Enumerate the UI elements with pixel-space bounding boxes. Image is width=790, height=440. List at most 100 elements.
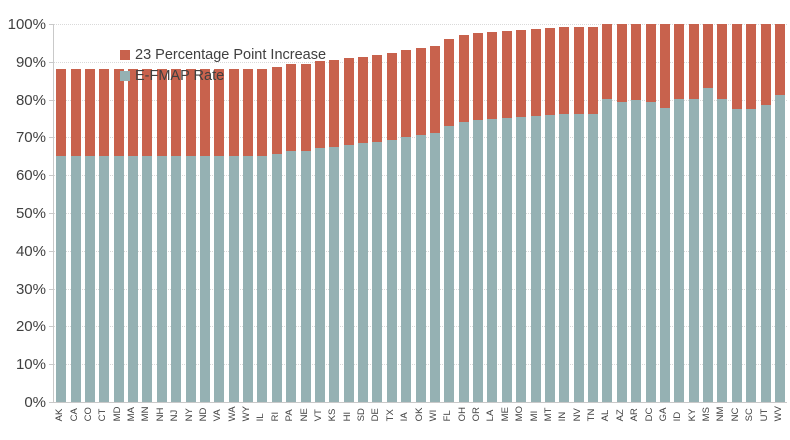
- x-axis-label: MT: [542, 407, 554, 422]
- bar-MO: [514, 24, 528, 402]
- bar-series: [54, 24, 787, 402]
- bar-segment-efmap: [501, 117, 512, 402]
- y-axis-tick: [49, 288, 54, 290]
- x-axis-label: ME: [499, 407, 511, 422]
- bar-segment-increase: [185, 69, 196, 157]
- x-axis-label: GA: [657, 407, 669, 422]
- bar-segment-increase: [113, 69, 124, 157]
- bar-MD: [112, 24, 126, 402]
- x-axis-label-cell: LA: [484, 406, 498, 422]
- bar-NH: [155, 24, 169, 402]
- x-axis-label: NE: [298, 408, 310, 422]
- x-axis-label-cell: TX: [384, 406, 398, 421]
- bar-CT: [97, 24, 111, 402]
- x-axis-label-cell: ID: [671, 406, 685, 422]
- bar-segment-efmap: [113, 156, 124, 402]
- bar-segment-increase: [343, 58, 354, 145]
- bar-segment-efmap: [271, 153, 282, 402]
- x-axis-label: AL: [600, 409, 612, 422]
- bar-segment-efmap: [458, 122, 469, 402]
- x-axis-label: CT: [97, 408, 109, 422]
- bar-segment-increase: [243, 69, 254, 157]
- x-axis-label: CA: [68, 408, 80, 422]
- x-axis-label: OR: [471, 407, 483, 422]
- x-axis-label: ND: [197, 407, 209, 422]
- bar-segment-increase: [487, 32, 498, 120]
- x-axis-label-cell: AL: [599, 406, 613, 422]
- x-axis-label-cell: ND: [197, 406, 211, 422]
- bar-segment-efmap: [760, 104, 771, 402]
- x-axis-label-cell: NJ: [168, 406, 182, 422]
- bar-segment-efmap: [343, 144, 354, 402]
- y-axis-tick: [49, 402, 54, 403]
- y-axis-tick-label: 40%: [15, 242, 46, 260]
- bar-segment-increase: [760, 24, 771, 105]
- x-axis-label-cell: CO: [82, 406, 96, 421]
- plot-area: 23 Percentage Point Increase E-FMAP Rate: [53, 24, 787, 403]
- bar-segment-efmap: [300, 151, 311, 402]
- x-axis-label-cell: MI: [527, 406, 541, 422]
- x-axis-labels: AK CA CO CT MD MA MN NH NJ NY ND VA WA WY IL RI PA NE VT KS…: [53, 406, 786, 421]
- bar-segment-increase: [746, 24, 757, 109]
- x-axis-label-cell: DE: [369, 406, 383, 421]
- bar-segment-efmap: [128, 156, 139, 402]
- bar-LA: [485, 24, 499, 402]
- bar-segment-efmap: [429, 132, 440, 402]
- bar-PA: [284, 24, 298, 402]
- x-axis-label: AK: [54, 408, 66, 422]
- x-axis-label-cell: IL: [254, 406, 268, 421]
- bar-segment-efmap: [415, 134, 426, 402]
- bar-segment-efmap: [746, 108, 757, 402]
- x-axis-label: OH: [456, 407, 468, 422]
- bar-segment-efmap: [199, 156, 210, 402]
- x-axis-label: OK: [413, 407, 425, 422]
- x-axis-label: HI: [341, 411, 353, 422]
- bar-segment-increase: [602, 24, 613, 99]
- x-axis-label: WI: [427, 409, 439, 422]
- x-axis-label-cell: RI: [269, 406, 283, 422]
- x-axis-label-cell: SC: [743, 406, 757, 421]
- bar-segment-efmap: [688, 98, 699, 402]
- x-axis-label: RI: [269, 411, 281, 422]
- bar-segment-efmap: [228, 156, 239, 402]
- x-axis-label-cell: VA: [211, 406, 225, 421]
- x-axis-label: NC: [729, 407, 741, 422]
- x-axis-label-cell: AZ: [614, 406, 628, 421]
- bar-segment-increase: [199, 69, 210, 157]
- x-axis-label: NV: [571, 408, 583, 422]
- bar-segment-increase: [616, 24, 627, 103]
- x-axis-label-cell: OR: [470, 406, 484, 421]
- bar-segment-increase: [257, 69, 268, 157]
- bar-AK: [54, 24, 68, 402]
- bar-DC: [643, 24, 657, 402]
- bar-SD: [356, 24, 370, 402]
- bar-segment-efmap: [99, 156, 110, 402]
- bar-segment-efmap: [185, 156, 196, 402]
- x-axis-label: IN: [557, 411, 569, 422]
- bar-NM: [715, 24, 729, 402]
- x-axis-label-cell: NE: [297, 406, 311, 421]
- x-axis-label-cell: KS: [326, 406, 340, 422]
- bar-segment-efmap: [645, 101, 656, 402]
- bar-segment-efmap: [257, 156, 268, 402]
- bar-segment-increase: [573, 27, 584, 114]
- x-axis-label-cell: NV: [571, 406, 585, 421]
- y-axis-tick: [49, 364, 54, 366]
- bar-segment-increase: [171, 69, 182, 157]
- x-axis-label: MI: [528, 410, 540, 422]
- x-axis-label-cell: MO: [513, 406, 527, 421]
- bar-IN: [557, 24, 571, 402]
- bar-segment-efmap: [444, 125, 455, 402]
- x-axis-label-cell: DC: [642, 406, 656, 422]
- x-axis-label: NY: [183, 408, 195, 422]
- x-axis-label-cell: NM: [714, 406, 728, 422]
- x-axis-label-cell: MA: [125, 406, 139, 421]
- bar-segment-increase: [386, 52, 397, 140]
- bar-segment-increase: [314, 61, 325, 149]
- bar-segment-increase: [228, 69, 239, 157]
- x-axis-label: DE: [370, 408, 382, 422]
- x-axis-label-cell: NY: [182, 406, 196, 421]
- bar-segment-efmap: [516, 117, 527, 402]
- bar-UT: [758, 24, 772, 402]
- x-axis-label-cell: KY: [686, 406, 700, 422]
